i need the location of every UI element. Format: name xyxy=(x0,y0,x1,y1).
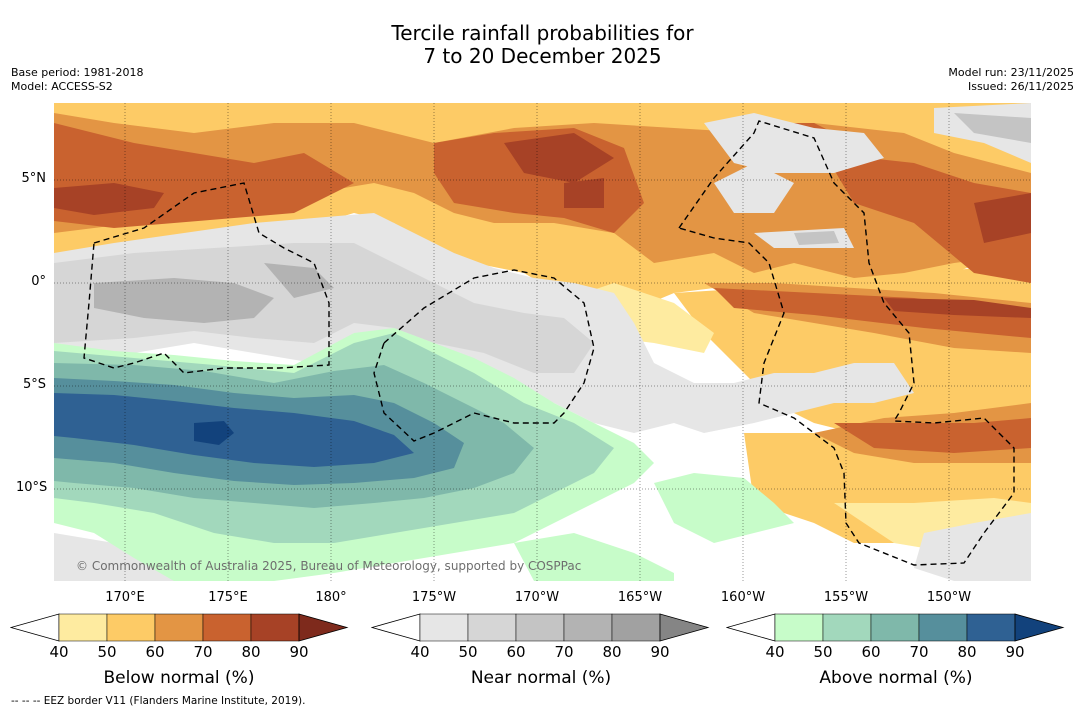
eez-border-2 xyxy=(373,269,595,442)
tick-near-80: 80 xyxy=(602,643,622,661)
near-west-mid xyxy=(54,243,594,373)
tick-below-80: 80 xyxy=(241,643,261,661)
below-strong-east-band xyxy=(714,288,1031,338)
lat-label-eq: 0° xyxy=(31,274,46,289)
near-south xyxy=(54,513,1031,581)
lon-label-155w: 155°W xyxy=(823,590,869,605)
colorbar-swatch xyxy=(870,613,920,642)
colorbar-under-triangle xyxy=(10,613,60,642)
colorbar-swatch xyxy=(515,613,565,642)
below-strong-north xyxy=(54,123,1031,283)
lon-label-165w: 165°W xyxy=(617,590,663,605)
tick-above-40: 40 xyxy=(765,643,785,661)
meta-right: Model run: 23/11/2025 Issued: 26/11/2025 xyxy=(948,66,1074,94)
title-line-2: 7 to 20 December 2025 xyxy=(423,44,662,68)
lon-label-175e: 175°E xyxy=(208,590,248,605)
eez-border-1 xyxy=(83,182,330,374)
lat-label-10s: 10°S xyxy=(16,480,48,495)
meta-left: Base period: 1981-2018 Model: ACCESS-S2 xyxy=(11,66,143,94)
near-west-dark xyxy=(94,263,334,323)
colorbar-swatch xyxy=(419,613,469,642)
lat-label-5s: 5°S xyxy=(22,377,46,392)
colorbar-swatch xyxy=(467,613,517,642)
above-stronger xyxy=(54,393,414,467)
colorbar-under-triangle xyxy=(726,613,776,642)
tick-above-90: 90 xyxy=(1005,643,1025,661)
model-name: Model: ACCESS-S2 xyxy=(11,80,113,93)
above-normal-regions xyxy=(54,328,794,581)
colorbar-near-swatches xyxy=(371,613,710,642)
eez-borders xyxy=(83,120,1015,566)
lon-label-160w: 160°W xyxy=(720,590,766,605)
eez-footnote: -- -- -- EEZ border V11 (Flanders Marine… xyxy=(11,695,306,707)
tick-below-40: 40 xyxy=(49,643,69,661)
chart-title: Tercile rainfall probabilities for 7 to … xyxy=(0,22,1085,68)
lon-label-170w: 170°W xyxy=(514,590,560,605)
colorbar-swatch xyxy=(250,613,300,642)
colorbar-above-normal xyxy=(726,613,1065,642)
lat-label-5n: 5°N xyxy=(21,171,47,186)
colorbar-swatch xyxy=(966,613,1016,642)
tick-near-70: 70 xyxy=(554,643,574,661)
tick-below-90: 90 xyxy=(289,643,309,661)
colorbar-title-near: Near normal (%) xyxy=(470,668,612,688)
lon-label-175w: 175°W xyxy=(411,590,457,605)
copyright-notice: © Commonwealth of Australia 2025, Bureau… xyxy=(76,559,581,573)
lon-label-180: 180° xyxy=(315,590,347,605)
lon-label-170e: 170°E xyxy=(105,590,145,605)
colorbar-over-triangle xyxy=(298,613,349,642)
lon-label-150w: 150°W xyxy=(926,590,972,605)
above-strongest xyxy=(194,421,234,445)
near-north-east xyxy=(704,103,1031,248)
tick-below-70: 70 xyxy=(193,643,213,661)
eez-border-3 xyxy=(678,120,1015,566)
colorbar-swatch xyxy=(918,613,968,642)
colorbar-swatch xyxy=(611,613,661,642)
colorbar-above-swatches xyxy=(726,613,1065,642)
base-period: Base period: 1981-2018 xyxy=(11,66,144,79)
colorbar-title-above: Above normal (%) xyxy=(819,668,973,688)
tick-below-50: 50 xyxy=(97,643,117,661)
tick-near-90: 90 xyxy=(650,643,670,661)
colorbar-swatch xyxy=(154,613,204,642)
below-strong-se xyxy=(834,418,1031,453)
tick-below-60: 60 xyxy=(145,643,165,661)
model-run: Model run: 23/11/2025 xyxy=(948,66,1074,79)
colorbar-near-normal xyxy=(371,613,710,642)
colorbar-title-below: Below normal (%) xyxy=(103,668,255,688)
graticule xyxy=(54,103,1031,581)
colorbar-swatch xyxy=(563,613,613,642)
tick-above-50: 50 xyxy=(813,643,833,661)
colorbar-swatch xyxy=(202,613,252,642)
colorbar-under-triangle xyxy=(371,613,421,642)
issued-date: Issued: 26/11/2025 xyxy=(967,80,1074,93)
colorbar-swatch xyxy=(774,613,824,642)
colorbar-below-normal xyxy=(10,613,349,642)
tick-above-70: 70 xyxy=(909,643,929,661)
tick-above-60: 60 xyxy=(861,643,881,661)
rainfall-map: © Commonwealth of Australia 2025, Bureau… xyxy=(54,103,1031,581)
tick-near-60: 60 xyxy=(506,643,526,661)
title-line-1: Tercile rainfall probabilities for xyxy=(391,21,694,45)
colorbar-below-swatches xyxy=(10,613,349,642)
below-darkest xyxy=(54,133,1031,318)
near-north-east-mid xyxy=(794,113,1031,245)
near-normal-regions xyxy=(54,103,1031,581)
colorbar-swatch xyxy=(106,613,156,642)
tick-near-40: 40 xyxy=(410,643,430,661)
tick-above-80: 80 xyxy=(957,643,977,661)
colorbar-over-triangle xyxy=(1014,613,1065,642)
colorbar-swatch xyxy=(822,613,872,642)
colorbar-over-triangle xyxy=(659,613,710,642)
tick-near-50: 50 xyxy=(458,643,478,661)
colorbar-swatch xyxy=(58,613,108,642)
